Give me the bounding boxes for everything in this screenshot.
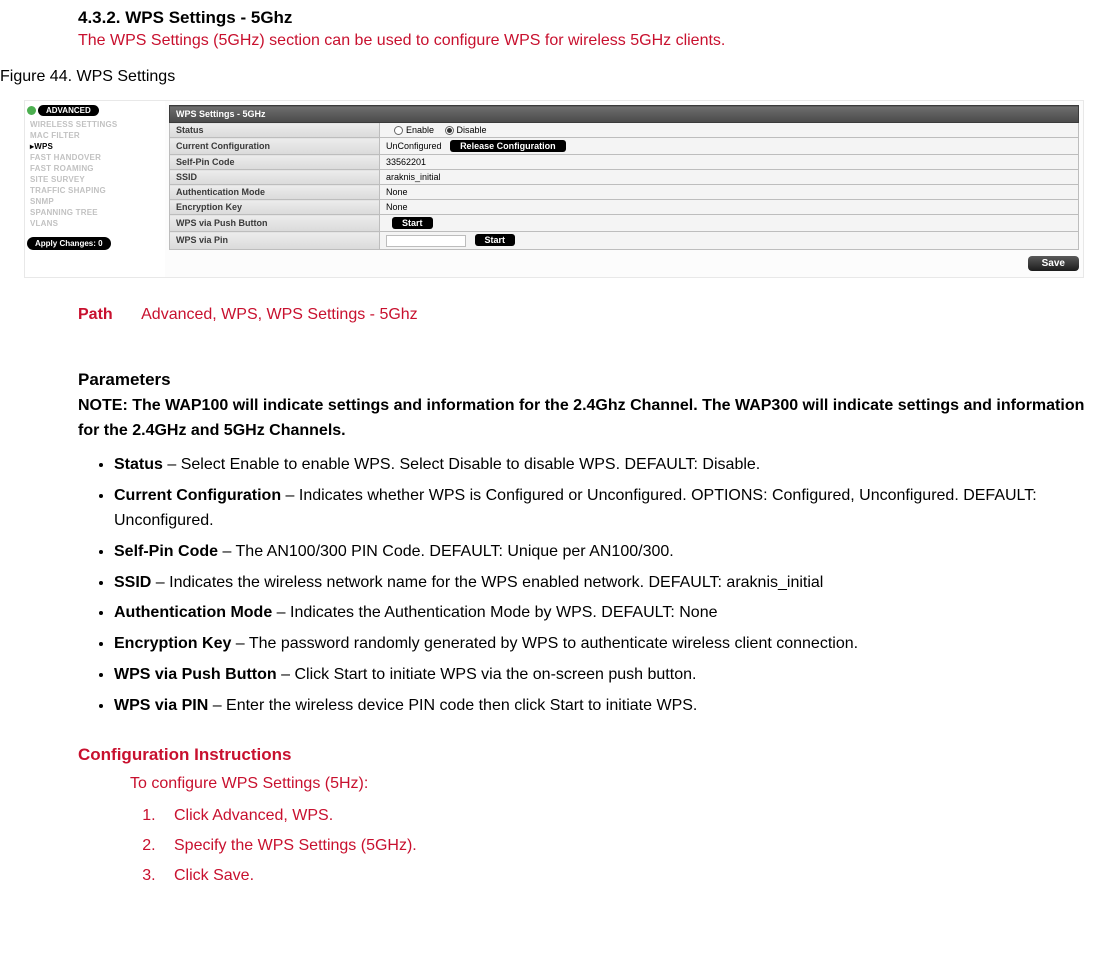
sidebar-item-wps[interactable]: ▸WPS <box>27 141 163 152</box>
row-status-value: Enable Disable <box>380 123 1079 138</box>
status-dot-icon <box>27 106 36 115</box>
radio-disable[interactable] <box>445 126 454 135</box>
parameters-list: Status – Select Enable to enable WPS. Se… <box>78 453 1105 718</box>
config-step-3: Click Save. <box>160 861 1105 891</box>
param-desc: – The AN100/300 PIN Code. DEFAULT: Uniqu… <box>218 543 674 560</box>
section-number-title: 4.3.2. WPS Settings - 5Ghz <box>78 8 1105 28</box>
param-wps-push-button: WPS via Push Button – Click Start to ini… <box>114 663 1105 688</box>
row-ssid-value: araknis_initial <box>380 170 1079 185</box>
parameters-heading: Parameters <box>78 370 1105 390</box>
settings-panel: WPS Settings - 5GHz Status Enable Disabl… <box>165 101 1083 277</box>
section-subtitle: The WPS Settings (5GHz) section can be u… <box>78 32 1105 50</box>
param-name: SSID <box>114 574 151 591</box>
param-encryption-key: Encryption Key – The password randomly g… <box>114 632 1105 657</box>
parameters-note: NOTE: The WAP100 will indicate settings … <box>78 394 1105 444</box>
config-step-1: Click Advanced, WPS. <box>160 801 1105 831</box>
param-desc: – Indicates the wireless network name fo… <box>151 574 823 591</box>
param-status: Status – Select Enable to enable WPS. Se… <box>114 453 1105 478</box>
param-name: Current Configuration <box>114 487 281 504</box>
wps-pin-input[interactable] <box>386 235 466 247</box>
row-selfpin-label: Self-Pin Code <box>170 155 380 170</box>
wps-settings-screenshot: ADVANCED WIRELESS SETTINGS MAC FILTER ▸W… <box>24 100 1084 278</box>
sidebar-item-wireless-settings[interactable]: WIRELESS SETTINGS <box>27 119 163 130</box>
row-push-value: Start <box>380 215 1079 232</box>
param-desc: – Enter the wireless device PIN code the… <box>208 697 697 714</box>
row-pin-label: WPS via Pin <box>170 232 380 250</box>
sidebar-item-site-survey[interactable]: SITE SURVEY <box>27 174 163 185</box>
radio-enable[interactable] <box>394 126 403 135</box>
row-current-cfg-value: UnConfigured Release Configuration <box>380 138 1079 155</box>
advanced-badge[interactable]: ADVANCED <box>38 105 99 116</box>
param-ssid: SSID – Indicates the wireless network na… <box>114 571 1105 596</box>
param-desc: – Select Enable to enable WPS. Select Di… <box>163 456 760 473</box>
param-desc: – Click Start to initiate WPS via the on… <box>277 666 697 683</box>
save-button[interactable]: Save <box>1028 256 1079 271</box>
row-enc-label: Encryption Key <box>170 200 380 215</box>
param-wps-pin: WPS via PIN – Enter the wireless device … <box>114 694 1105 719</box>
param-name: WPS via Push Button <box>114 666 277 683</box>
path-value: Advanced, WPS, WPS Settings - 5Ghz <box>141 306 418 323</box>
sidebar-item-spanning-tree[interactable]: SPANNING TREE <box>27 207 163 218</box>
sidebar-item-mac-filter[interactable]: MAC FILTER <box>27 130 163 141</box>
param-name: Authentication Mode <box>114 604 272 621</box>
config-intro: To configure WPS Settings (5Hz): <box>130 775 1105 793</box>
sidebar-item-snmp[interactable]: SNMP <box>27 196 163 207</box>
sidebar-item-fast-roaming[interactable]: FAST ROAMING <box>27 163 163 174</box>
radio-enable-label: Enable <box>406 125 434 135</box>
path-label: Path <box>78 306 113 323</box>
row-ssid-label: SSID <box>170 170 380 185</box>
current-cfg-text: UnConfigured <box>386 141 442 151</box>
sidebar: ADVANCED WIRELESS SETTINGS MAC FILTER ▸W… <box>25 101 165 277</box>
config-steps: Click Advanced, WPS. Specify the WPS Set… <box>130 801 1105 892</box>
row-push-label: WPS via Push Button <box>170 215 380 232</box>
param-name: Encryption Key <box>114 635 231 652</box>
row-auth-label: Authentication Mode <box>170 185 380 200</box>
row-status-label: Status <box>170 123 380 138</box>
wps-push-start-button[interactable]: Start <box>392 217 433 229</box>
sidebar-item-fast-handover[interactable]: FAST HANDOVER <box>27 152 163 163</box>
panel-title: WPS Settings - 5GHz <box>170 106 1079 123</box>
param-authentication-mode: Authentication Mode – Indicates the Auth… <box>114 601 1105 626</box>
row-selfpin-value: 33562201 <box>380 155 1079 170</box>
param-self-pin-code: Self-Pin Code – The AN100/300 PIN Code. … <box>114 540 1105 565</box>
param-desc: – Indicates the Authentication Mode by W… <box>272 604 717 621</box>
release-configuration-button[interactable]: Release Configuration <box>450 140 566 152</box>
config-step-2: Specify the WPS Settings (5GHz). <box>160 831 1105 861</box>
sidebar-item-vlans[interactable]: VLANS <box>27 218 163 229</box>
config-instructions-heading: Configuration Instructions <box>78 745 1105 765</box>
param-current-configuration: Current Configuration – Indicates whethe… <box>114 484 1105 534</box>
path-row: Path Advanced, WPS, WPS Settings - 5Ghz <box>78 306 1105 324</box>
param-name: Status <box>114 456 163 473</box>
param-name: WPS via PIN <box>114 697 208 714</box>
param-desc: – The password randomly generated by WPS… <box>231 635 858 652</box>
row-current-cfg-label: Current Configuration <box>170 138 380 155</box>
param-name: Self-Pin Code <box>114 543 218 560</box>
sidebar-item-traffic-shaping[interactable]: TRAFFIC SHAPING <box>27 185 163 196</box>
row-enc-value: None <box>380 200 1079 215</box>
wps-pin-start-button[interactable]: Start <box>475 234 516 246</box>
apply-changes-button[interactable]: Apply Changes: 0 <box>27 237 111 250</box>
row-pin-value: Start <box>380 232 1079 250</box>
row-auth-value: None <box>380 185 1079 200</box>
radio-disable-label: Disable <box>457 125 487 135</box>
figure-label: Figure 44. WPS Settings <box>0 68 1105 86</box>
